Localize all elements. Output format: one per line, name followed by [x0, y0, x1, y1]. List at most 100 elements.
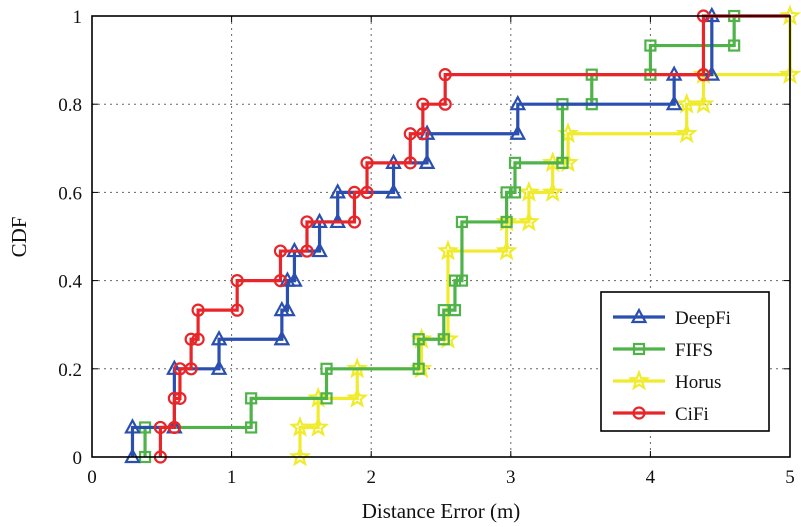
tick-layer: 0 1 2 3 4 5 0 0.2 0.4 0.6 0.8 1 — [58, 7, 795, 488]
x-tick-label: 2 — [366, 467, 376, 488]
data-point-marker — [696, 68, 711, 82]
data-point-marker — [307, 415, 330, 437]
data-point-marker — [418, 153, 436, 169]
data-point-marker — [436, 239, 460, 261]
data-point-marker — [320, 362, 333, 375]
data-point-marker — [273, 329, 291, 346]
data-point-marker — [329, 183, 347, 199]
data-point-marker — [320, 392, 333, 405]
y-tick-label: 1 — [73, 7, 83, 28]
legend-entry: CiFi — [613, 404, 709, 425]
data-point-marker — [347, 185, 362, 199]
data-point-marker — [191, 332, 205, 346]
data-point-marker — [184, 332, 198, 346]
data-point-marker — [412, 362, 425, 375]
data-point-marker — [500, 215, 513, 229]
series-layer — [124, 4, 801, 467]
data-point-marker — [410, 327, 433, 349]
data-point-marker — [455, 274, 469, 287]
data-point-marker — [167, 391, 181, 405]
series-cifi — [153, 9, 790, 464]
data-point-marker — [403, 156, 417, 170]
data-point-marker — [437, 333, 450, 346]
data-point-marker — [675, 122, 698, 144]
data-point-marker — [124, 447, 141, 464]
x-tick-label: 0 — [87, 467, 97, 488]
legend-entry: DeepFi — [613, 307, 731, 329]
x-tick-label: 4 — [646, 467, 656, 488]
data-point-marker — [346, 357, 369, 379]
data-point-marker — [347, 215, 362, 229]
data-point-marker — [416, 97, 430, 111]
data-point-marker — [360, 156, 374, 170]
data-point-marker — [307, 386, 330, 408]
data-point-marker — [300, 244, 314, 258]
y-tick-label: 0.6 — [58, 183, 82, 204]
x-tick-label: 3 — [506, 467, 516, 488]
data-point-marker — [448, 304, 462, 317]
data-point-marker — [210, 359, 228, 375]
y-axis-title: CDF — [7, 217, 31, 258]
data-point-marker — [665, 94, 683, 111]
legend: DeepFi FIFS Horus CiFi — [600, 291, 770, 432]
y-tick-label: 0.8 — [58, 95, 82, 116]
data-point-marker — [245, 421, 258, 434]
data-point-marker — [173, 391, 187, 405]
x-tick-label: 1 — [227, 467, 237, 488]
data-point-marker — [279, 300, 296, 317]
legend-label: Horus — [675, 372, 721, 393]
legend-box — [600, 291, 770, 432]
data-point-marker — [518, 210, 540, 232]
legend-marker — [632, 342, 646, 356]
legend-label: DeepFi — [675, 308, 731, 329]
data-point-marker — [455, 215, 469, 229]
data-point-marker — [508, 186, 522, 199]
legend-label: CiFi — [675, 404, 709, 425]
data-point-marker — [230, 303, 244, 317]
y-tick-label: 0 — [73, 448, 83, 469]
legend-entry: Horus — [613, 369, 721, 393]
data-point-marker — [311, 241, 328, 258]
data-point-marker — [438, 97, 452, 111]
data-point-marker — [245, 392, 258, 405]
data-point-marker — [124, 418, 141, 434]
data-point-marker — [508, 156, 522, 169]
data-point-marker — [412, 333, 425, 346]
data-point-marker — [153, 420, 168, 435]
data-point-marker — [495, 239, 518, 261]
data-point-marker — [167, 420, 181, 435]
data-point-marker — [273, 244, 288, 258]
data-point-marker — [509, 94, 527, 111]
data-point-marker — [166, 359, 183, 375]
data-point-marker — [410, 357, 433, 379]
data-point-marker — [500, 186, 513, 199]
x-axis-title: Distance Error (m) — [362, 499, 521, 523]
data-point-marker — [438, 68, 452, 82]
data-point-marker — [448, 274, 462, 287]
x-tick-label: 5 — [785, 467, 795, 488]
data-point-marker — [273, 274, 288, 288]
data-point-marker — [416, 127, 430, 141]
data-point-marker — [230, 274, 244, 288]
legend-marker — [630, 307, 648, 324]
legend-marker — [632, 406, 646, 420]
data-point-marker — [556, 156, 569, 169]
series-line — [158, 14, 790, 457]
y-tick-label: 0.2 — [58, 360, 82, 381]
data-point-marker — [692, 92, 715, 114]
data-point-marker — [286, 271, 303, 287]
data-point-marker — [300, 215, 314, 229]
y-tick-label: 0.4 — [58, 272, 82, 293]
legend-label: FIFS — [675, 340, 713, 361]
data-point-marker — [184, 362, 198, 376]
data-point-marker — [346, 386, 369, 408]
data-point-marker — [403, 127, 417, 141]
data-point-marker — [210, 329, 228, 346]
data-point-marker — [191, 303, 205, 317]
legend-marker — [627, 369, 651, 391]
data-point-marker — [385, 183, 402, 199]
plot-frame — [91, 15, 791, 458]
data-point-marker — [360, 185, 374, 199]
